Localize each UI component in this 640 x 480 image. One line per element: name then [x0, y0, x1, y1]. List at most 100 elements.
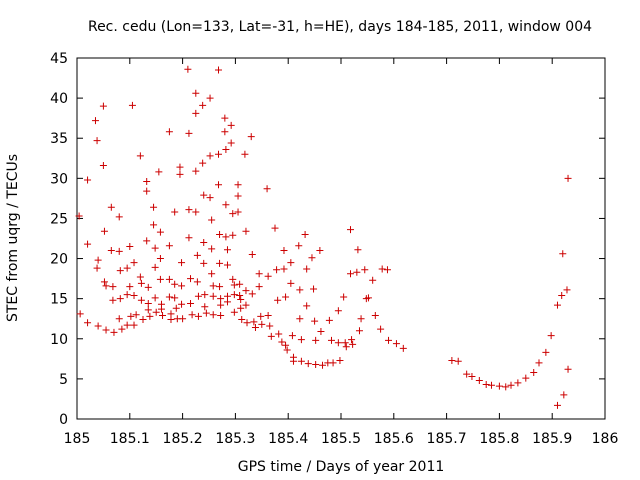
data-point: [128, 101, 136, 109]
data-point: [487, 381, 495, 389]
data-point: [267, 332, 275, 340]
data-point: [325, 316, 333, 324]
x-tick-label: 185.7: [427, 431, 467, 447]
data-point: [151, 244, 159, 252]
data-point: [482, 381, 490, 389]
data-point: [165, 275, 173, 283]
data-point: [304, 360, 312, 368]
data-point: [130, 291, 138, 299]
y-tick-label: 25: [50, 211, 68, 227]
data-point: [115, 213, 123, 221]
data-point: [234, 181, 242, 189]
data-point: [282, 341, 290, 349]
data-point: [171, 280, 179, 288]
data-point: [156, 255, 164, 263]
data-point: [347, 270, 355, 278]
data-point: [371, 312, 379, 320]
data-point: [255, 270, 263, 278]
data-point: [336, 356, 344, 364]
data-point: [514, 379, 522, 387]
data-point: [146, 312, 154, 320]
data-point: [199, 159, 207, 167]
data-point: [295, 242, 303, 250]
data-point: [242, 227, 250, 235]
data-point: [193, 251, 201, 259]
data-point: [399, 344, 407, 352]
x-tick-label: 185.6: [374, 431, 414, 447]
data-point: [227, 121, 235, 129]
data-point: [317, 328, 325, 336]
data-point: [377, 325, 385, 333]
data-point: [130, 321, 138, 329]
data-point: [287, 259, 295, 267]
data-point: [215, 181, 223, 189]
data-point: [150, 221, 158, 229]
y-tick-label: 15: [50, 292, 68, 308]
data-point: [123, 291, 131, 299]
data-point: [136, 273, 144, 281]
data-point: [216, 283, 224, 291]
data-point: [127, 312, 135, 320]
data-point: [144, 299, 152, 307]
data-point: [217, 312, 225, 320]
data-point: [522, 374, 530, 382]
data-point: [311, 317, 319, 325]
data-point: [354, 246, 362, 254]
data-point: [308, 254, 316, 262]
data-point: [185, 206, 193, 214]
data-point: [115, 247, 123, 255]
data-point: [194, 292, 202, 300]
data-point: [280, 247, 288, 255]
data-point: [319, 361, 327, 369]
data-point: [303, 302, 311, 310]
data-point: [110, 328, 118, 336]
data-point: [208, 216, 216, 224]
data-point: [310, 285, 318, 293]
data-point: [238, 316, 246, 324]
data-point: [215, 66, 223, 74]
x-tick-label: 186: [592, 431, 619, 447]
data-point: [178, 300, 186, 308]
data-point: [475, 376, 483, 384]
data-point: [192, 167, 200, 175]
data-point: [369, 276, 377, 284]
data-point: [448, 356, 456, 364]
data-point: [282, 293, 290, 301]
x-tick-label: 185.9: [532, 431, 572, 447]
y-tick-label: 35: [50, 131, 68, 147]
data-point: [222, 233, 230, 241]
data-point: [236, 291, 244, 299]
data-point: [287, 279, 295, 287]
data-point: [463, 370, 471, 378]
data-point: [123, 264, 131, 272]
y-tick-label: 20: [50, 252, 68, 268]
y-tick-label: 5: [59, 372, 68, 388]
data-point: [187, 275, 195, 283]
data-point: [263, 185, 271, 193]
data-point: [502, 383, 510, 391]
data-point: [283, 346, 291, 354]
data-point: [176, 170, 184, 178]
data-point: [237, 304, 245, 312]
data-point: [194, 312, 202, 320]
data-point: [559, 250, 567, 258]
data-point: [165, 293, 173, 301]
data-point: [157, 305, 165, 313]
y-axis: 0 5 10 15 20 25 30 35 40 45: [50, 51, 605, 428]
data-point: [216, 230, 224, 238]
data-point: [327, 336, 335, 344]
chart-title: Rec. cedu (Lon=133, Lat=-31, h=HE), days…: [88, 19, 592, 35]
data-point: [156, 228, 164, 236]
data-point: [258, 320, 266, 328]
data-point: [468, 372, 476, 380]
data-point: [495, 382, 503, 390]
data-point: [383, 266, 391, 274]
y-tick-label: 40: [50, 91, 68, 107]
data-point: [248, 251, 256, 259]
data-point: [76, 310, 84, 318]
data-point: [454, 357, 462, 365]
x-tick-label: 185.8: [479, 431, 519, 447]
data-point: [334, 307, 342, 315]
data-point: [280, 265, 288, 273]
